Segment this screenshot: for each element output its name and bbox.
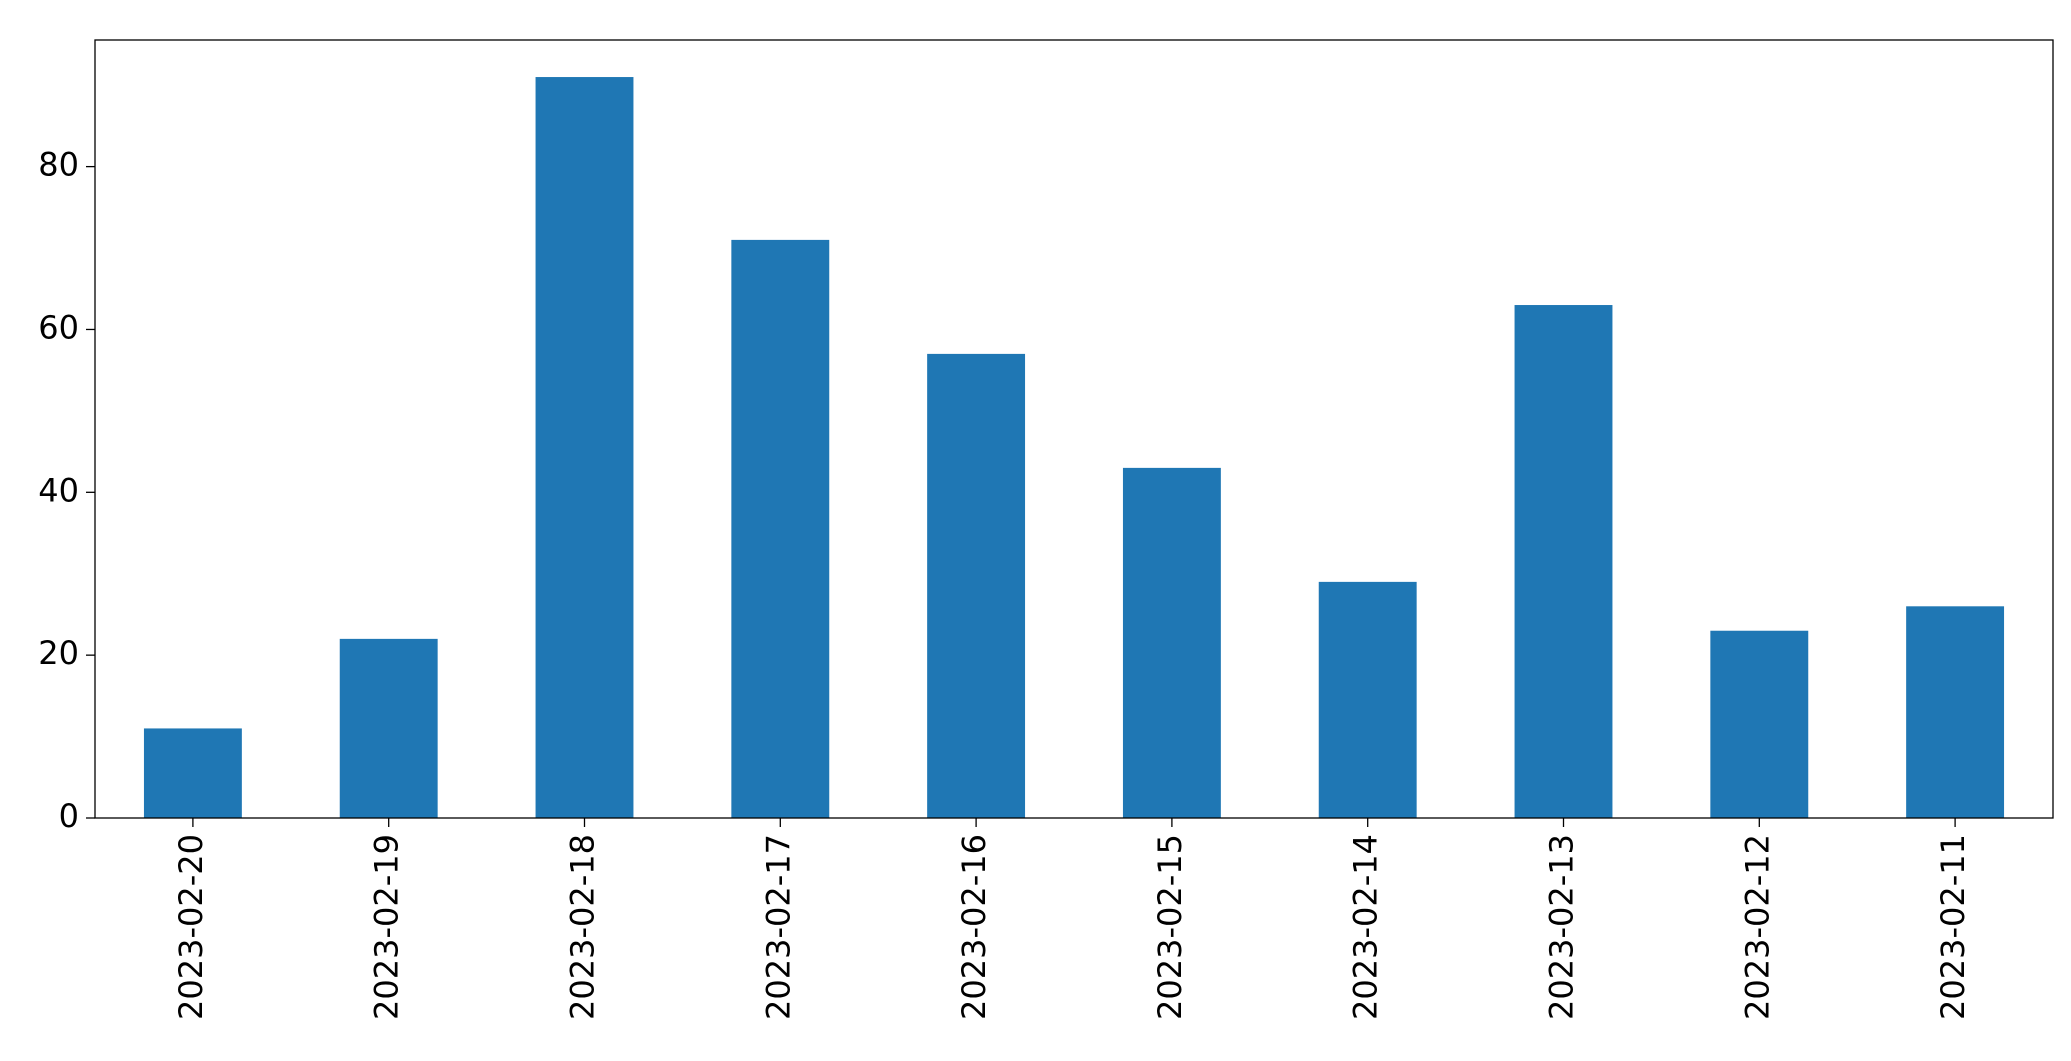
x-tick-label: 2023-02-20 bbox=[172, 834, 210, 1020]
bar bbox=[339, 638, 438, 818]
bar bbox=[1906, 606, 2005, 818]
x-tick-label: 2023-02-14 bbox=[1347, 834, 1385, 1020]
bar bbox=[535, 77, 634, 819]
bar bbox=[731, 239, 830, 819]
x-tick-label: 2023-02-13 bbox=[1543, 834, 1581, 1020]
x-tick-label: 2023-02-16 bbox=[955, 834, 993, 1020]
plot-frame bbox=[94, 39, 2054, 819]
y-tick-label: 80 bbox=[38, 146, 79, 184]
bar bbox=[927, 353, 1026, 818]
bar bbox=[1710, 630, 1809, 818]
x-tick-label: 2023-02-17 bbox=[759, 834, 797, 1020]
bar bbox=[143, 728, 242, 818]
y-tick-label: 0 bbox=[59, 797, 79, 835]
x-tick-label: 2023-02-11 bbox=[1934, 834, 1972, 1020]
bar bbox=[1514, 305, 1613, 818]
x-tick-label: 2023-02-19 bbox=[368, 834, 406, 1020]
y-tick-label: 40 bbox=[38, 471, 79, 509]
bar bbox=[1122, 467, 1221, 818]
bar bbox=[1318, 581, 1417, 818]
y-tick-label: 20 bbox=[38, 634, 79, 672]
x-tick-label: 2023-02-12 bbox=[1738, 834, 1776, 1020]
x-tick-label: 2023-02-18 bbox=[564, 834, 602, 1020]
x-tick-label: 2023-02-15 bbox=[1151, 834, 1189, 1020]
y-tick-label: 60 bbox=[38, 308, 79, 346]
